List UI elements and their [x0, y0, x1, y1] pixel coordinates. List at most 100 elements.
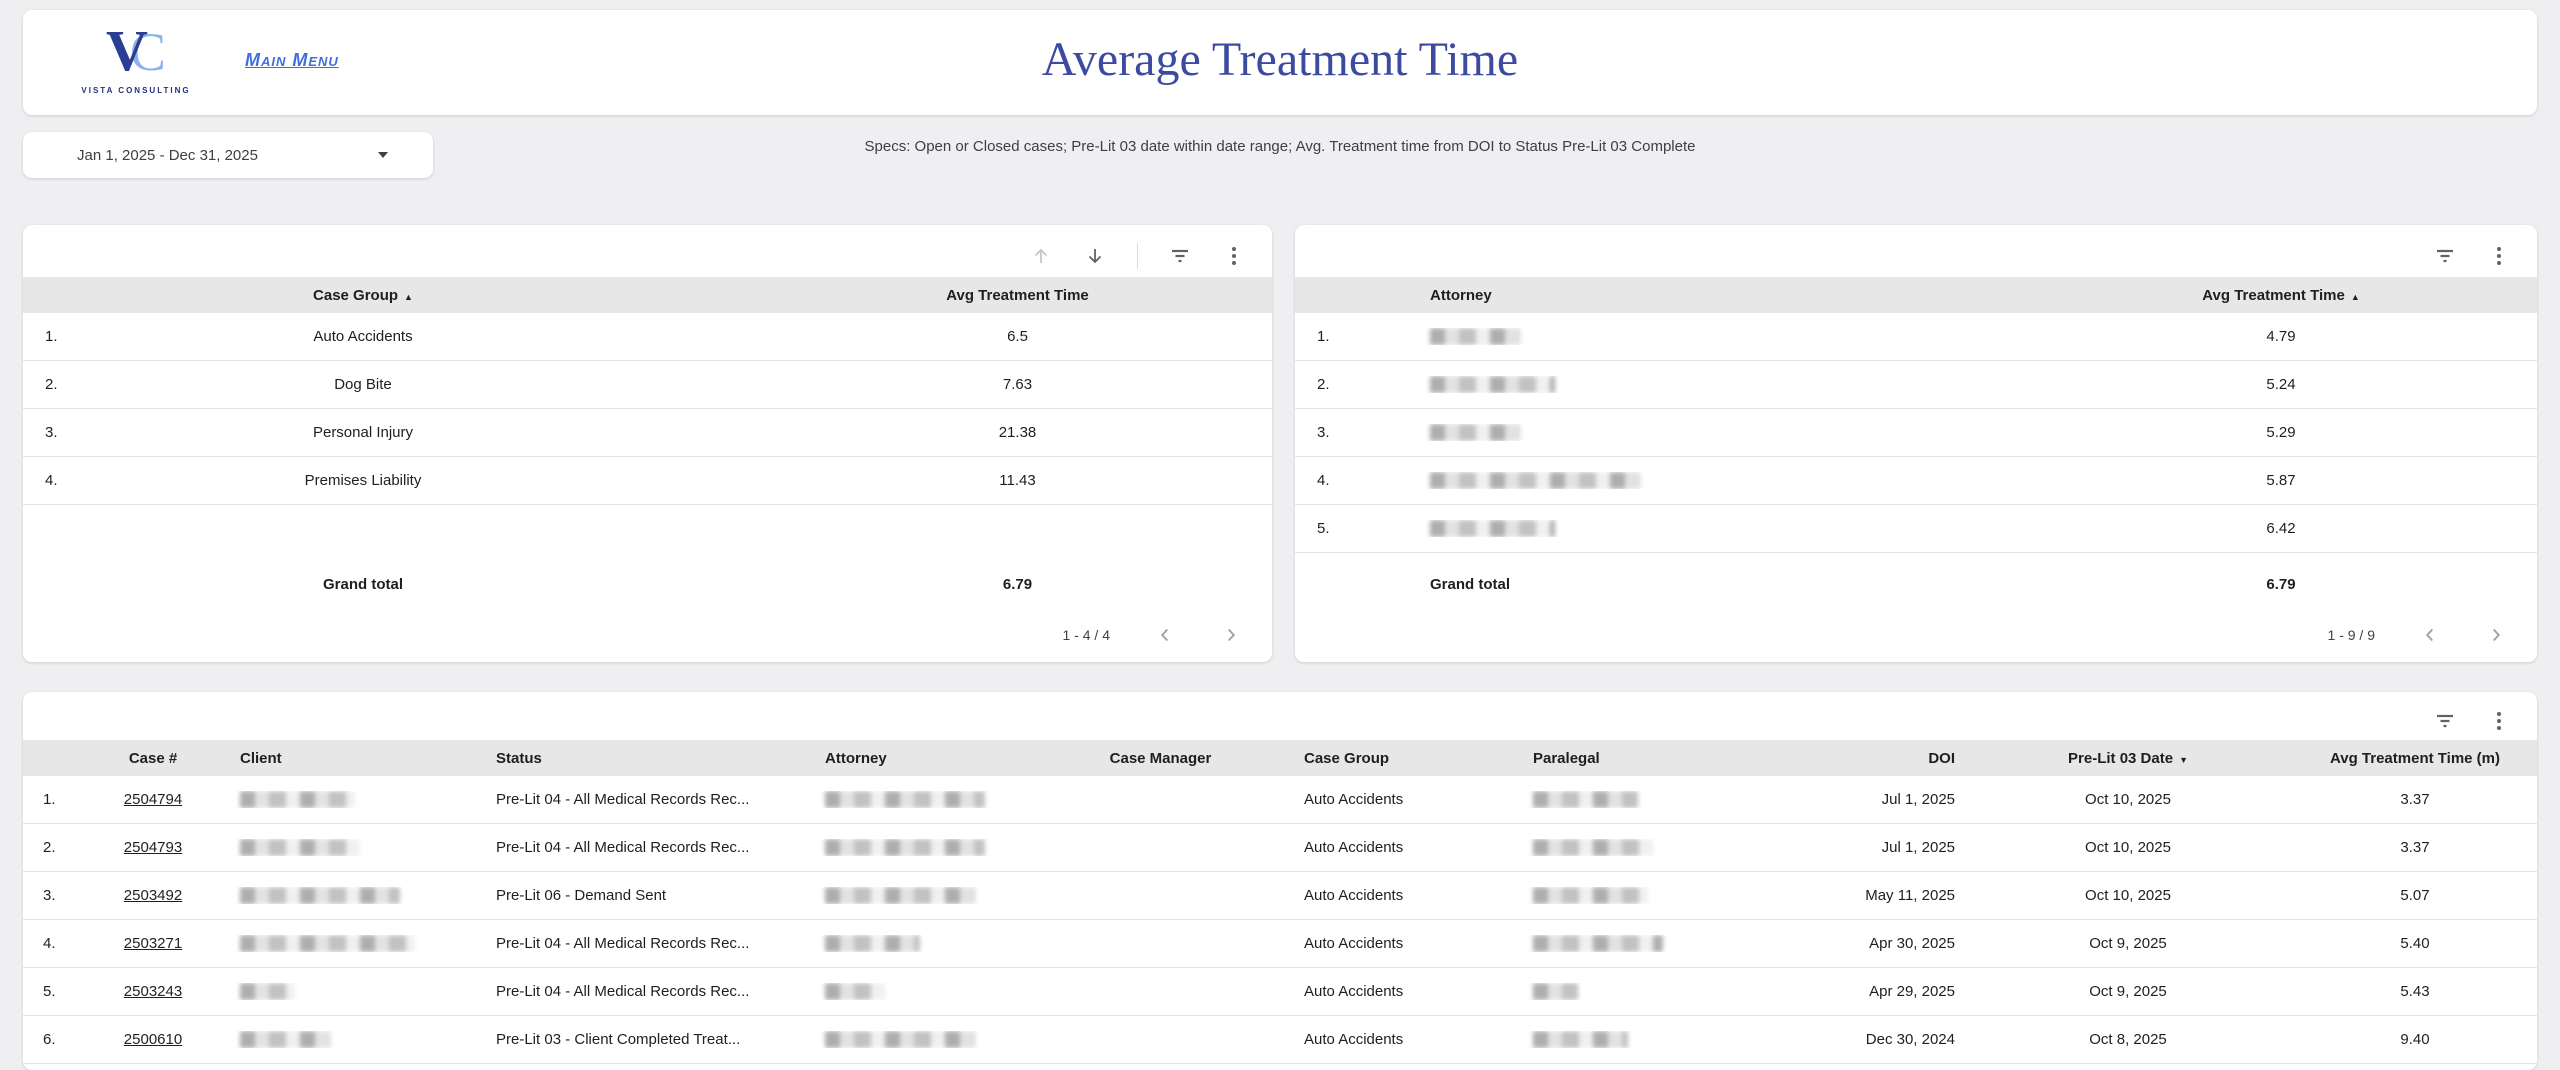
row-number: 2. [1317, 376, 1330, 393]
case-number-link[interactable]: 2503492 [123, 887, 183, 904]
table-row: 5. 2503243 Pre-Lit 04 - All Medical Reco… [23, 968, 2537, 1016]
paralegal-cell [1508, 983, 1723, 1001]
avg-treatment-time-cell: 5.24 [2266, 376, 2296, 393]
redacted-attorney-name [1430, 328, 1520, 346]
prev-page-icon[interactable] [1154, 624, 1176, 646]
row-number: 3. [43, 887, 56, 904]
grand-total-row: Grand total 6.79 [23, 560, 1272, 608]
avg-treatment-time-cell: 6.42 [2266, 520, 2296, 537]
prelit03-date-cell: Oct 10, 2025 [2085, 791, 2171, 808]
redacted-attorney-name [825, 839, 985, 857]
date-range-control[interactable]: Jan 1, 2025 - Dec 31, 2025 [23, 132, 433, 178]
attorney-cell [813, 839, 1083, 857]
column-header-paralegal[interactable]: Paralegal [1533, 749, 1600, 767]
case-group-cell: Auto Accidents [1304, 1031, 1404, 1048]
column-header-case-group[interactable]: Case Group [1304, 749, 1390, 767]
column-header-attorney[interactable]: Attorney [825, 749, 887, 767]
column-header-avg-treatment-time-m[interactable]: Avg Treatment Time (m) [2329, 749, 2501, 767]
doi-cell: Dec 30, 2024 [1865, 1031, 1955, 1048]
case-number-link[interactable]: 2503243 [123, 983, 183, 1000]
case-number-link[interactable]: 2500610 [123, 1031, 183, 1048]
main-menu-link[interactable]: Main Menu [245, 50, 339, 70]
header-card: VC VISTA CONSULTING Main Menu Average Tr… [23, 10, 2537, 115]
more-options-icon[interactable] [2487, 709, 2511, 733]
avg-treatment-time-cell: 7.63 [1002, 376, 1033, 393]
avg-treatment-time-cell: 11.43 [999, 472, 1036, 489]
row-number: 2. [43, 839, 56, 856]
prelit03-date-cell: Oct 9, 2025 [2089, 935, 2167, 952]
case-number-link[interactable]: 2504793 [123, 839, 183, 856]
column-header-status[interactable]: Status [496, 749, 542, 767]
more-options-icon[interactable] [1222, 244, 1246, 268]
prev-page-icon[interactable] [2419, 624, 2441, 646]
specs-text: Specs: Open or Closed cases; Pre-Lit 03 … [864, 138, 1696, 155]
table-row: 3. Personal Injury 21.38 [23, 409, 1272, 457]
filter-icon[interactable] [2433, 244, 2457, 268]
table-row: 6. 2500610 Pre-Lit 03 - Client Completed… [23, 1016, 2537, 1064]
next-page-icon[interactable] [1220, 624, 1242, 646]
next-page-icon[interactable] [2485, 624, 2507, 646]
redacted-paralegal-name [1533, 887, 1648, 905]
sort-asc-icon: ▲ [2350, 291, 2360, 302]
avg-treatment-time-cell: 9.40 [2400, 1031, 2430, 1048]
arrow-up-icon[interactable] [1029, 244, 1053, 268]
case-number-link[interactable]: 2503271 [123, 935, 183, 952]
sort-asc-icon: ▲ [404, 291, 413, 302]
redacted-paralegal-name [1533, 935, 1663, 953]
row-number: 4. [45, 472, 58, 489]
logo-text: VISTA CONSULTING [81, 86, 191, 95]
attorney-cell [813, 887, 1083, 905]
column-header-avg-treatment-time[interactable]: Avg Treatment Time ▲ [2202, 286, 2360, 304]
column-header-case-group[interactable]: Case Group ▲ [313, 286, 413, 304]
pagination: 1 - 9 / 9 [1295, 608, 2537, 662]
column-header-prelit03-date[interactable]: Pre-Lit 03 Date ▼ [2068, 749, 2188, 767]
column-header-case-number[interactable]: Case # [128, 749, 178, 767]
filter-icon[interactable] [2433, 709, 2457, 733]
attorney-cell [813, 983, 1083, 1001]
avg-treatment-time-cell: 21.38 [998, 424, 1037, 441]
column-header-doi[interactable]: DOI [1928, 749, 1955, 767]
status-cell: Pre-Lit 06 - Demand Sent [496, 887, 667, 904]
status-cell: Pre-Lit 03 - Client Completed Treat... [496, 1031, 741, 1048]
paralegal-cell [1508, 1031, 1723, 1049]
vista-consulting-logo: VC VISTA CONSULTING [71, 18, 201, 95]
table-row: 3. 2503492 Pre-Lit 06 - Demand Sent Auto… [23, 872, 2537, 920]
prelit03-date-cell: Oct 9, 2025 [2089, 983, 2167, 1000]
case-group-cell: Auto Accidents [1304, 791, 1404, 808]
attorney-cell [1385, 328, 2025, 346]
row-number: 4. [43, 935, 56, 952]
table-toolbar [1295, 225, 2537, 277]
avg-treatment-time-cell: 5.43 [2400, 983, 2430, 1000]
doi-cell: May 11, 2025 [1865, 887, 1955, 904]
table-row: 1. 4.79 [1295, 313, 2537, 361]
case-number-link[interactable]: 2504794 [123, 791, 183, 808]
column-header-attorney[interactable]: Attorney [1430, 286, 1492, 304]
prelit03-date-cell: Oct 10, 2025 [2085, 839, 2171, 856]
date-range-value: Jan 1, 2025 - Dec 31, 2025 [77, 146, 258, 164]
column-header-client[interactable]: Client [240, 749, 282, 767]
avg-treatment-time-cell: 5.40 [2400, 935, 2430, 952]
column-header-avg-treatment-time[interactable]: Avg Treatment Time [946, 286, 1089, 304]
pagination: 1 - 4 / 4 [23, 608, 1272, 662]
column-header-case-manager[interactable]: Case Manager [1109, 749, 1212, 767]
row-number: 5. [43, 983, 56, 1000]
redacted-client-name [240, 887, 400, 905]
table-body: 1. 2504794 Pre-Lit 04 - All Medical Reco… [23, 776, 2537, 1064]
doi-cell: Apr 30, 2025 [1869, 935, 1955, 952]
avg-treatment-time-cell: 5.07 [2400, 887, 2430, 904]
row-number: 6. [43, 1031, 56, 1048]
arrow-down-icon[interactable] [1083, 244, 1107, 268]
page-range: 1 - 9 / 9 [2327, 627, 2375, 643]
redacted-attorney-name [825, 791, 985, 809]
more-options-icon[interactable] [2487, 244, 2511, 268]
toolbar-divider [1137, 243, 1138, 269]
chevron-down-icon [378, 152, 388, 158]
table-row: 2. 5.24 [1295, 361, 2537, 409]
doi-cell: Jul 1, 2025 [1881, 791, 1955, 808]
table-row: 1. Auto Accidents 6.5 [23, 313, 1272, 361]
attorney-cell [1385, 376, 2025, 394]
case-group-cell: Auto Accidents [1304, 935, 1404, 952]
filter-icon[interactable] [1168, 244, 1192, 268]
table-body: 1. Auto Accidents 6.5 2. Dog Bite 7.63 3… [23, 313, 1272, 505]
case-group-cell: Auto Accidents [1304, 839, 1404, 856]
